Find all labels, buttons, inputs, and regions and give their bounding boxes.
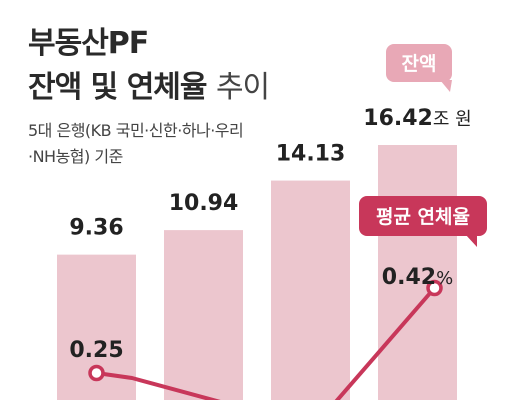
bar-1 xyxy=(164,230,243,400)
rate-point-0 xyxy=(88,364,105,382)
chart-title-light: 추이 xyxy=(215,70,270,105)
chart-title-line1: 부동산PF xyxy=(28,26,149,61)
bar-2 xyxy=(271,180,350,400)
rate-legend-bubble xyxy=(359,196,487,236)
rate-value-label-1: 0.42% xyxy=(382,265,453,290)
chart-title-bold: 잔액 및 연체율 xyxy=(28,70,207,105)
rate-bubble-tail xyxy=(465,234,477,247)
rate-unit: % xyxy=(436,268,453,289)
balance-unit: 조 원 xyxy=(433,109,472,130)
bar-3 xyxy=(378,145,457,400)
bar-value-label-3: 16.42조 원 xyxy=(363,106,471,131)
rate-value-label-0: 0.25 xyxy=(69,338,123,363)
bar-value-label-0: 9.36 xyxy=(69,216,123,241)
bar-value-label-1: 10.94 xyxy=(169,191,239,216)
rate-line xyxy=(96,286,437,400)
balance-legend-label: 잔액 xyxy=(402,53,437,75)
rate-legend-label: 평균 연체율 xyxy=(376,206,470,228)
bar-value-label-2: 14.13 xyxy=(276,142,346,167)
rate-point-1 xyxy=(426,279,443,297)
chart-title-line2: 잔액 및 연체율 추이 xyxy=(28,62,270,106)
balance-legend-bubble xyxy=(386,44,452,82)
source-note: 5대 은행(KB 국민·신한·하나·우리·NH농협) 기준 xyxy=(28,121,244,166)
balance-bubble-tail xyxy=(440,80,452,92)
